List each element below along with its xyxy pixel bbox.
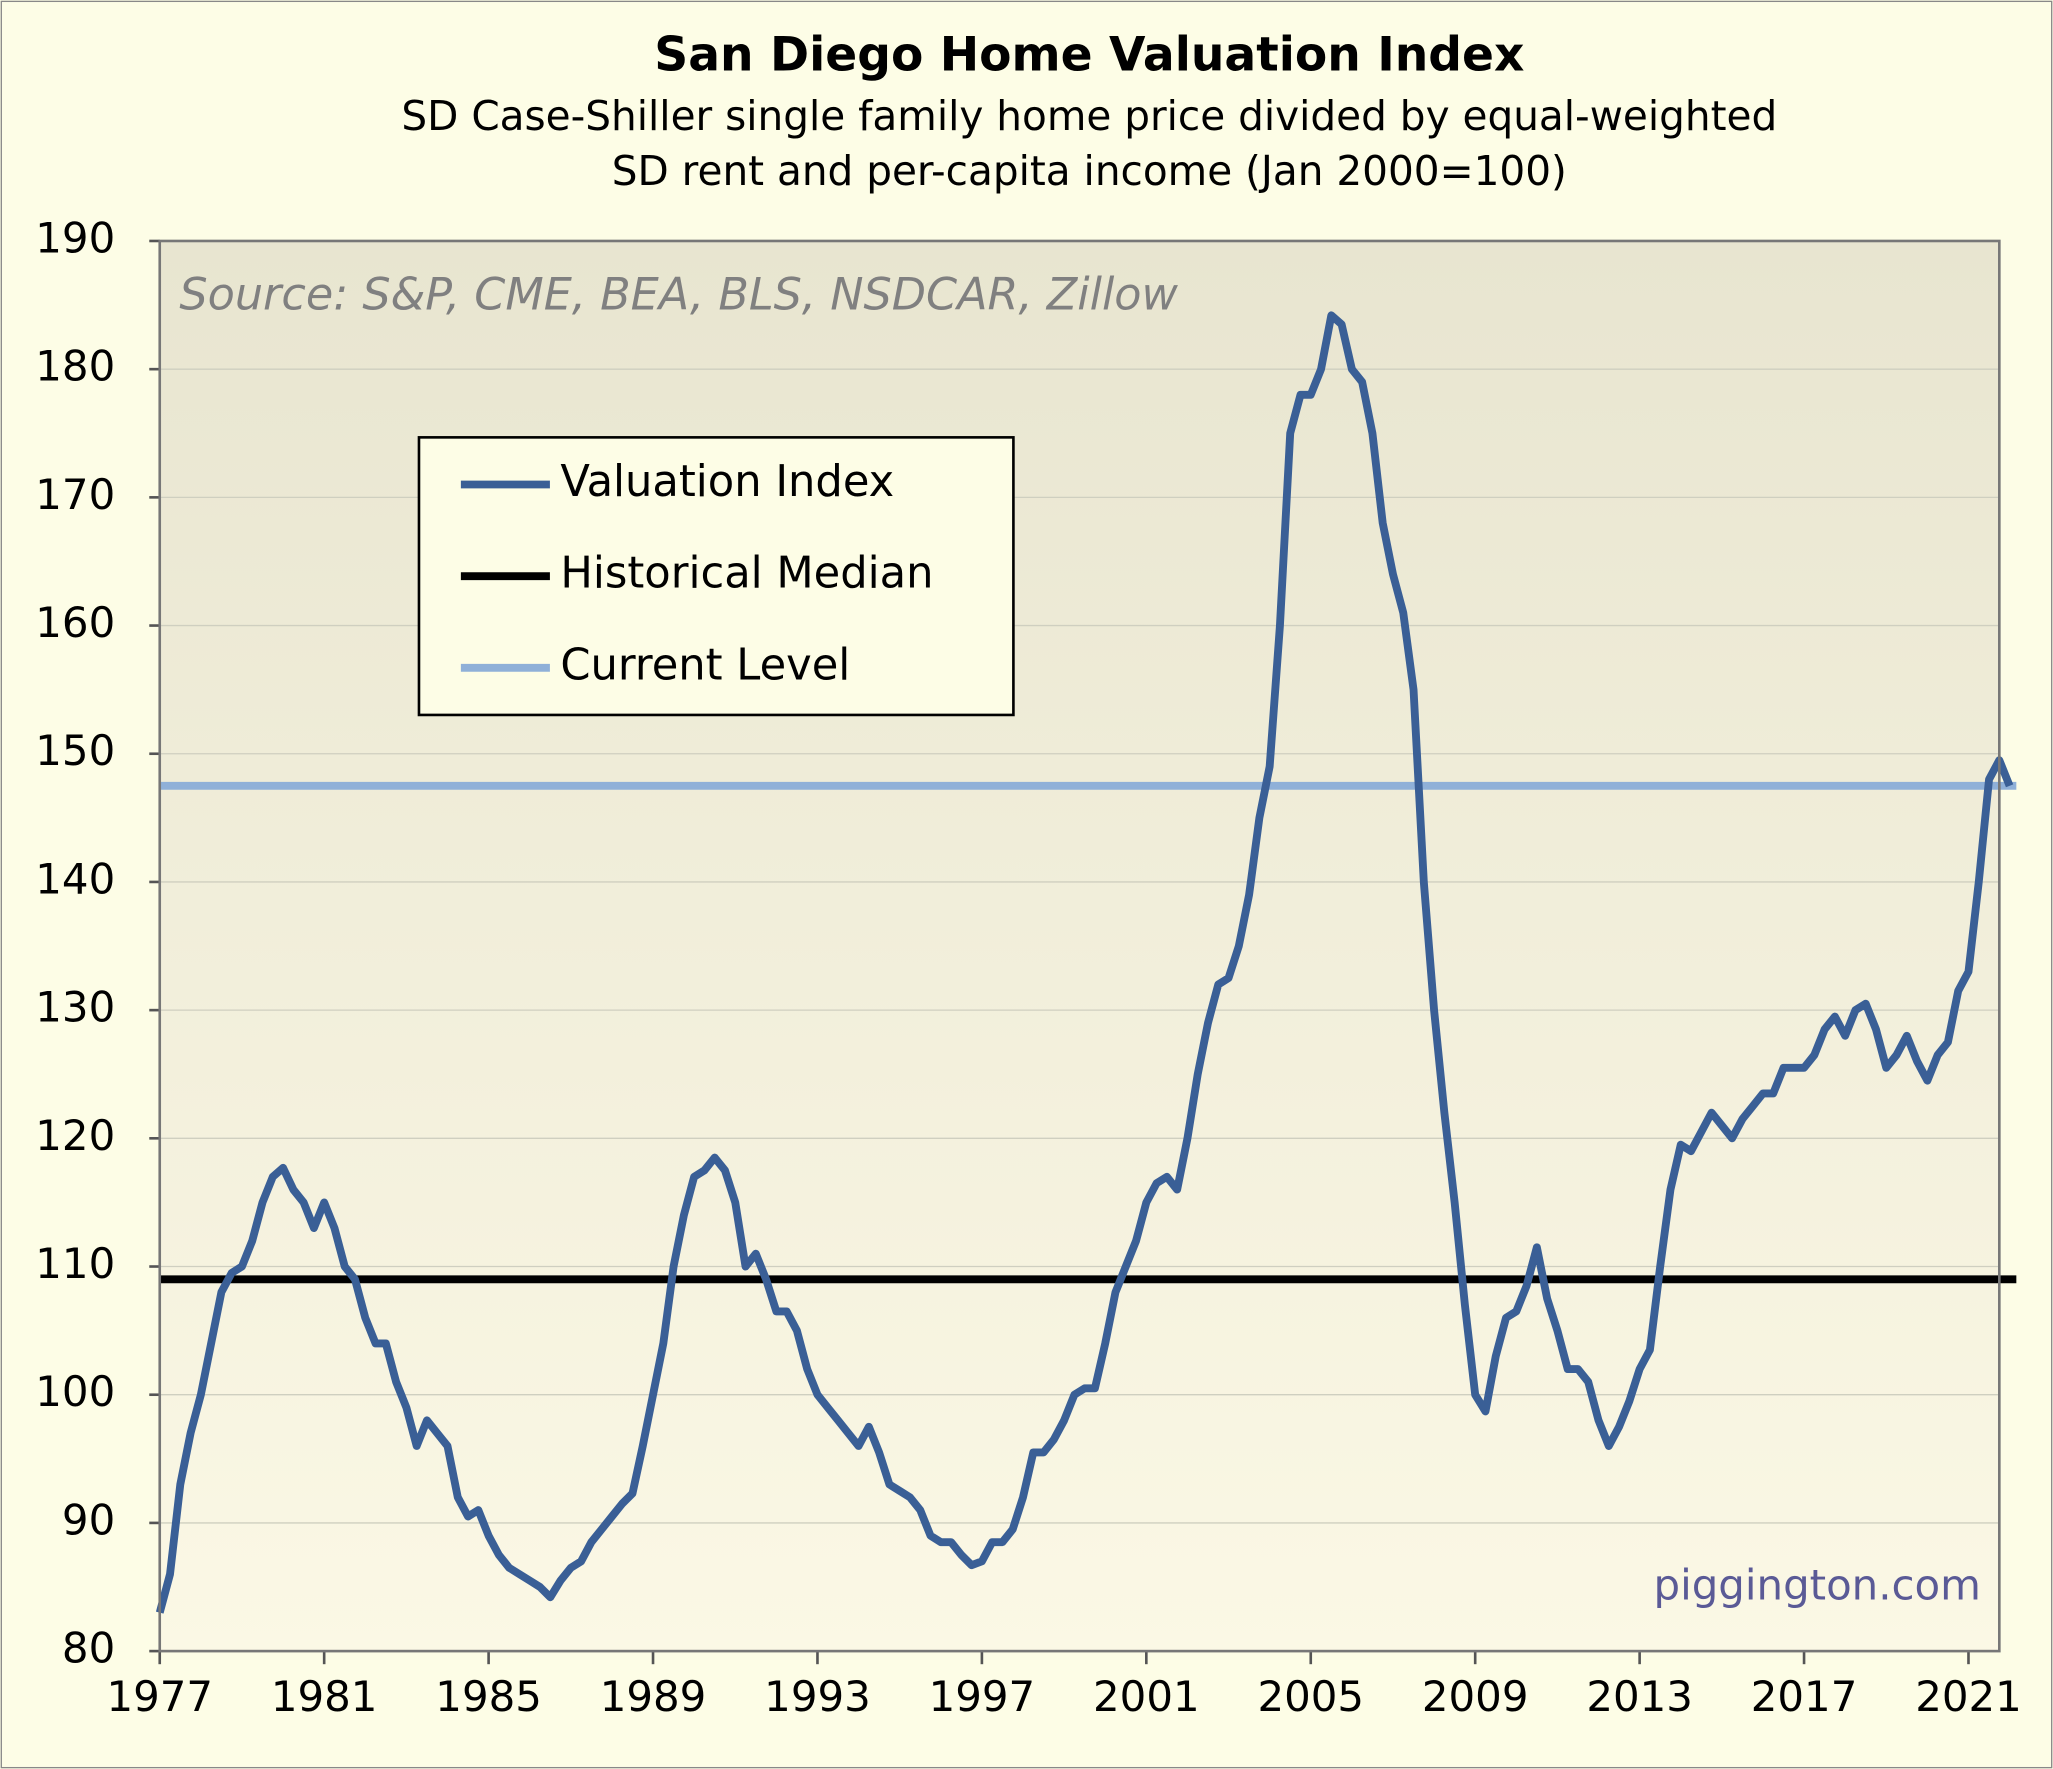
x-tick-label: 2005 [1257,1672,1364,1721]
y-tick-label: 130 [35,983,115,1032]
y-tick-label: 140 [35,854,115,903]
x-tick-label: 2001 [1093,1672,1200,1721]
x-tick-label: 1981 [271,1672,378,1721]
x-tick-label: 1989 [600,1672,707,1721]
y-tick-label: 80 [62,1624,115,1673]
x-tick-label: 1985 [435,1672,542,1721]
chart-subtitle: SD Case-Shiller single family home price… [401,92,1777,140]
x-tick-label: 2021 [1915,1672,2022,1721]
plot-frame [158,239,2001,1653]
y-tick-label: 170 [35,470,115,519]
y-tick-label: 110 [35,1239,115,1288]
legend-label: Current Level [560,640,850,690]
x-tick-label: 2013 [1586,1672,1693,1721]
y-tick-label: 160 [35,598,115,647]
x-tick-label: 1977 [106,1672,213,1721]
x-tick-label: 1997 [929,1672,1036,1721]
y-tick-label: 100 [35,1367,115,1416]
legend-label: Valuation Index [560,457,894,507]
chart-subtitle: SD rent and per-capita income (Jan 2000=… [612,147,1567,195]
watermark: piggington.com [1654,1561,1981,1610]
x-tick-label: 2009 [1422,1672,1529,1721]
y-tick-label: 180 [35,342,115,391]
x-tick-label: 2017 [1751,1672,1858,1721]
y-tick-label: 190 [35,213,115,262]
data-line [155,311,2014,1614]
y-tick-label: 150 [35,726,115,775]
source-note: Source: S&P, CME, BEA, BLS, NSDCAR, Zill… [179,269,1178,320]
chart-title: San Diego Home Valuation Index [654,28,1524,83]
y-tick-label: 90 [62,1495,115,1544]
legend-label: Historical Median [560,549,933,599]
x-tick-label: 1993 [764,1672,871,1721]
y-tick-label: 120 [35,1111,115,1160]
